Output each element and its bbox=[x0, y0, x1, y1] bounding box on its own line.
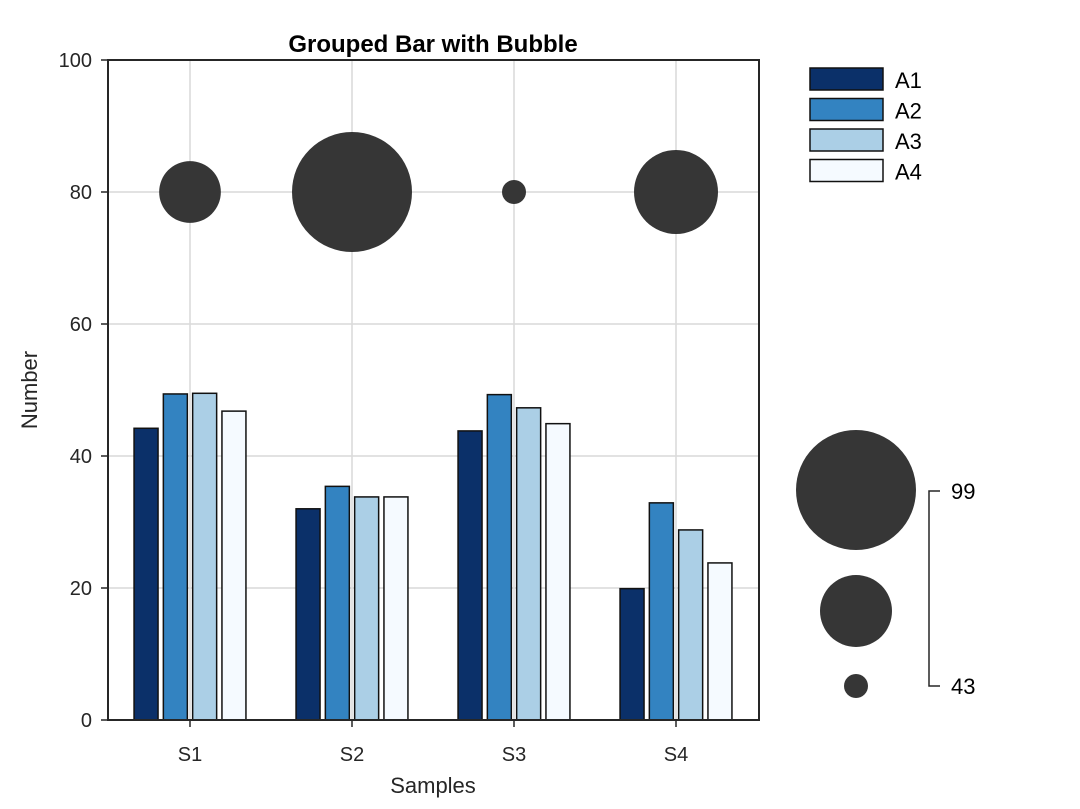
bar-S2-A1 bbox=[295, 508, 321, 721]
y-tick-label: 80 bbox=[70, 182, 92, 204]
size-legend-bubble-mid bbox=[820, 575, 892, 647]
bar-S3-A4 bbox=[545, 422, 571, 721]
x-axis-label: Samples bbox=[390, 773, 476, 798]
size-legend-bubble-min bbox=[844, 674, 868, 698]
size-legend-min-label: 43 bbox=[951, 674, 975, 699]
x-tick-label: S1 bbox=[178, 744, 202, 766]
y-tick-label: 100 bbox=[59, 50, 92, 72]
bubble-S1 bbox=[159, 161, 221, 223]
chart-title: Grouped Bar with Bubble bbox=[288, 31, 577, 58]
bar-S2-A3 bbox=[353, 496, 380, 721]
bar-S2-A2 bbox=[324, 485, 351, 721]
bubble-size-legend: 99 43 bbox=[796, 430, 975, 699]
legend-swatch-A4 bbox=[809, 158, 884, 183]
bar-S4-A3 bbox=[677, 529, 704, 721]
bubble-S4 bbox=[634, 150, 718, 234]
bar-S1-A4 bbox=[221, 410, 247, 721]
bubble-series bbox=[159, 132, 718, 252]
y-tick-label: 20 bbox=[70, 578, 92, 600]
bubble-S2 bbox=[292, 132, 412, 252]
x-tick-label: S3 bbox=[502, 744, 526, 766]
legend-label-A3: A3 bbox=[895, 129, 922, 154]
bubble-S3 bbox=[502, 180, 526, 204]
y-tick-label: 0 bbox=[81, 710, 92, 732]
bar-S4-A1 bbox=[619, 587, 645, 721]
legend-label-A2: A2 bbox=[895, 99, 922, 124]
y-axis-ticks: 0 20 40 60 80 100 bbox=[59, 50, 108, 732]
legend-swatch-A3 bbox=[809, 128, 884, 152]
legend-label-A4: A4 bbox=[895, 160, 922, 185]
y-tick-label: 40 bbox=[70, 446, 92, 468]
bar-S1-A3 bbox=[191, 392, 218, 721]
legend-label-A1: A1 bbox=[895, 68, 922, 93]
y-tick-label: 60 bbox=[70, 314, 92, 336]
bar-S2-A4 bbox=[383, 496, 409, 721]
size-legend-max-label: 99 bbox=[951, 479, 975, 504]
x-tick-label: S2 bbox=[340, 744, 364, 766]
plot-frame bbox=[107, 59, 760, 721]
legend-swatch-A1 bbox=[809, 67, 884, 91]
bar-S4-A4 bbox=[707, 562, 733, 721]
bar-S1-A1 bbox=[133, 427, 159, 721]
x-axis-ticks: S1 S2 S3 S4 bbox=[178, 720, 688, 766]
y-axis-label: Number bbox=[17, 351, 42, 429]
bar-series bbox=[133, 392, 733, 721]
bar-S3-A2 bbox=[486, 393, 513, 721]
legend: A1 A2 A3 A4 bbox=[809, 67, 922, 185]
bar-S4-A2 bbox=[648, 502, 675, 721]
legend-swatch-A2 bbox=[809, 97, 884, 122]
x-tick-label: S4 bbox=[664, 744, 688, 766]
size-legend-bubble-max bbox=[796, 430, 916, 550]
size-legend-bracket bbox=[928, 490, 940, 687]
bar-S1-A2 bbox=[162, 393, 189, 721]
bar-S3-A3 bbox=[515, 407, 542, 721]
bar-S3-A1 bbox=[457, 430, 483, 721]
